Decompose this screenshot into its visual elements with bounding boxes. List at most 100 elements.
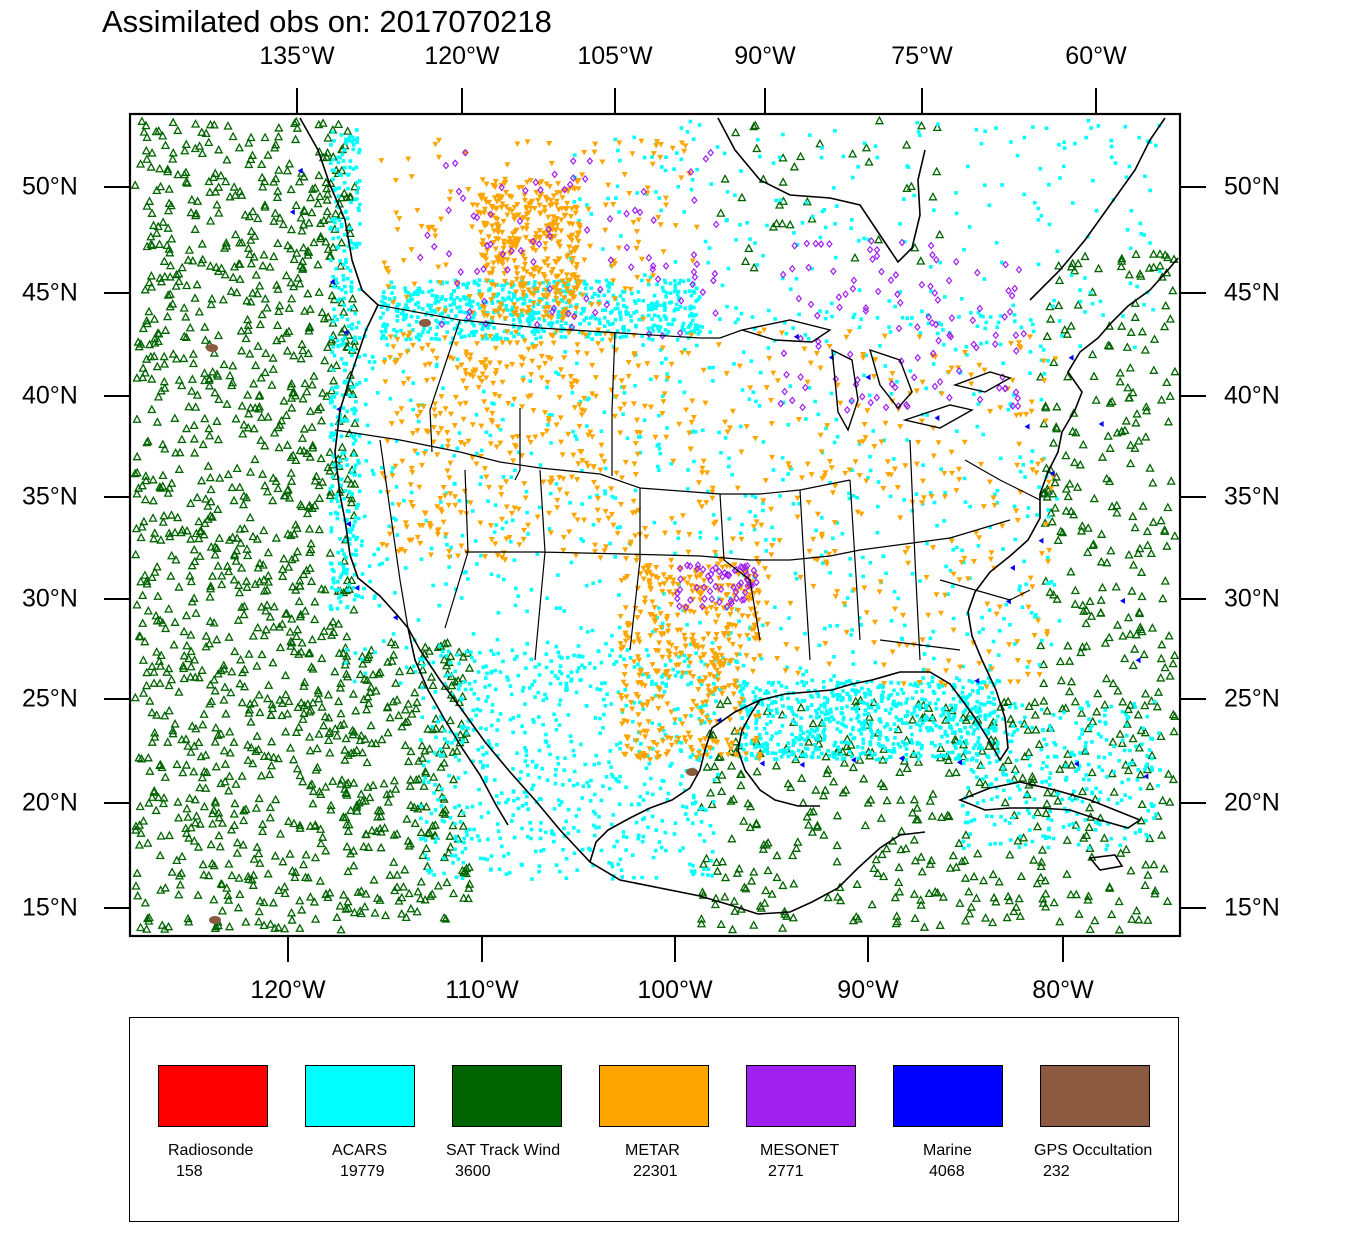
sat-track-wind-marker [281, 410, 291, 420]
sat-track-wind-marker [299, 569, 309, 579]
acars-marker [984, 320, 989, 325]
acars-marker [339, 419, 344, 423]
sat-track-wind-marker [743, 798, 753, 808]
sat-track-wind-marker [1076, 647, 1086, 657]
sat-track-wind-marker [152, 647, 162, 656]
sat-track-wind-marker [938, 892, 948, 901]
sat-track-wind-marker [373, 812, 383, 821]
acars-marker [970, 680, 975, 684]
sat-track-wind-marker [266, 710, 276, 719]
acars-marker [918, 718, 923, 722]
acars-marker [383, 296, 388, 301]
acars-marker [693, 430, 698, 434]
acars-marker [557, 723, 562, 727]
sat-track-wind-marker [751, 818, 761, 828]
sat-track-wind-marker [239, 681, 250, 691]
acars-marker [345, 276, 350, 281]
acars-marker [405, 299, 410, 303]
sat-track-wind-marker [265, 612, 275, 621]
acars-marker [466, 499, 470, 504]
acars-marker [455, 295, 460, 300]
acars-marker [533, 849, 538, 854]
sat-track-wind-marker [144, 196, 155, 205]
acars-marker [842, 723, 846, 728]
sat-track-wind-marker [313, 685, 323, 695]
sat-track-wind-marker [442, 877, 452, 887]
sat-track-wind-marker [1117, 253, 1127, 263]
acars-marker [804, 754, 808, 759]
acars-marker [666, 791, 671, 796]
acars-marker [554, 767, 558, 772]
acars-marker [457, 661, 461, 666]
sat-track-wind-marker [274, 306, 284, 316]
sat-track-wind-marker [890, 892, 900, 902]
acars-marker [845, 679, 849, 684]
sat-track-wind-marker [325, 747, 335, 757]
acars-marker [593, 812, 598, 816]
sat-track-wind-marker [1145, 781, 1155, 791]
sat-track-wind-marker [206, 839, 216, 849]
sat-track-wind-marker [148, 220, 159, 230]
acars-marker [656, 464, 660, 469]
acars-marker [419, 837, 423, 841]
acars-marker [517, 316, 522, 321]
acars-marker [389, 280, 394, 285]
sat-track-wind-marker [147, 572, 157, 582]
acars-marker [910, 712, 914, 716]
acars-marker [977, 706, 982, 710]
sat-track-wind-marker [199, 709, 209, 718]
acars-marker [923, 698, 928, 702]
sat-track-wind-marker [274, 622, 284, 631]
sat-track-wind-marker [231, 556, 241, 565]
acars-marker [633, 301, 638, 305]
acars-marker [741, 663, 746, 668]
sat-track-wind-marker [309, 371, 319, 380]
acars-marker [603, 489, 607, 493]
sat-track-wind-marker [219, 660, 229, 669]
acars-marker [770, 751, 775, 755]
acars-marker [554, 370, 558, 375]
sat-track-wind-marker [1160, 525, 1170, 534]
acars-marker [485, 695, 490, 699]
sat-track-wind-marker [463, 893, 473, 903]
sat-track-wind-marker [233, 902, 243, 912]
acars-marker [345, 567, 350, 572]
sat-track-wind-marker [187, 721, 197, 730]
acars-marker [574, 303, 579, 307]
acars-marker [548, 752, 552, 757]
sat-track-wind-marker [1081, 605, 1092, 614]
acars-marker [905, 709, 910, 714]
sat-track-wind-marker [154, 126, 164, 135]
acars-marker [676, 670, 680, 675]
acars-marker [570, 390, 575, 395]
acars-marker [522, 297, 527, 301]
sat-track-wind-marker [263, 150, 273, 159]
acars-marker [544, 665, 549, 670]
acars-marker [461, 282, 466, 287]
sat-track-wind-marker [894, 862, 904, 872]
sat-track-wind-marker [980, 913, 991, 922]
acars-marker [575, 361, 579, 366]
sat-track-wind-marker [873, 234, 884, 244]
acars-marker [878, 744, 882, 748]
sat-track-wind-marker [1066, 321, 1076, 330]
acars-marker [836, 693, 840, 698]
acars-marker [916, 757, 921, 761]
acars-marker [509, 692, 514, 697]
acars-marker [912, 709, 917, 714]
sat-track-wind-marker [273, 186, 283, 195]
sat-track-wind-marker [1137, 626, 1147, 636]
sat-track-wind-marker [268, 657, 278, 667]
acars-marker [622, 324, 626, 329]
sat-track-wind-marker [260, 440, 270, 450]
acars-marker [385, 307, 390, 312]
sat-track-wind-marker [749, 121, 759, 131]
sat-track-wind-marker [248, 870, 259, 879]
sat-track-wind-marker [196, 475, 207, 485]
sat-track-wind-marker [204, 638, 215, 648]
acars-marker [970, 688, 975, 693]
acars-marker [628, 655, 633, 660]
acars-marker [815, 711, 819, 716]
acars-marker [701, 428, 705, 433]
sat-track-wind-marker [1030, 710, 1040, 719]
